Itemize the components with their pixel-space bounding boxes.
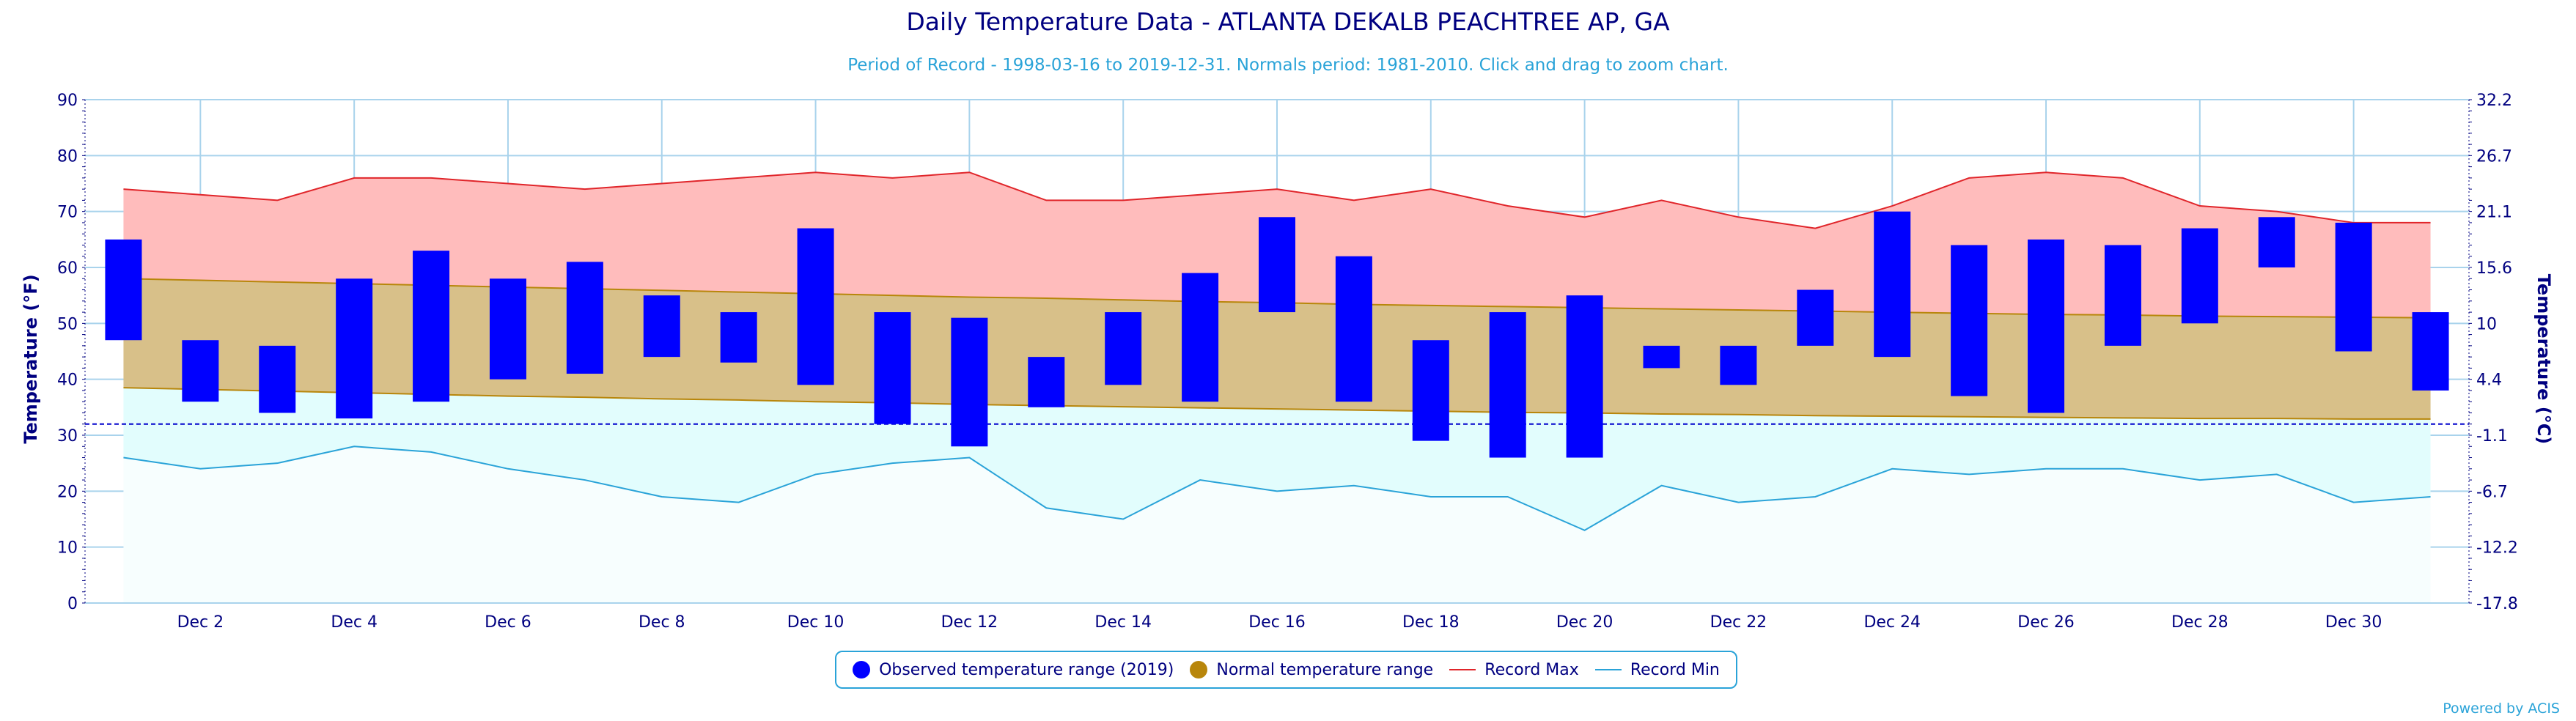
below-record-min-area [123,446,2431,603]
observed-bar[interactable] [489,278,526,380]
legend-label-observed: Observed temperature range (2019) [879,660,1174,679]
observed-bar[interactable] [720,312,757,363]
observed-bar[interactable] [105,239,142,341]
observed-bar[interactable] [259,345,296,413]
observed-bar[interactable] [2258,217,2295,267]
x-tick-label: Dec 28 [2171,613,2229,632]
y-tick-label-right: 32.2 [2476,92,2512,110]
x-tick-label: Dec 16 [1248,613,1306,632]
x-tick-label: Dec 12 [941,613,998,632]
observed-bar[interactable] [2028,239,2065,413]
x-tick-label: Dec 6 [485,613,531,632]
observed-bar[interactable] [2104,245,2141,346]
x-tick-label: Dec 18 [1402,613,1460,632]
observed-bar[interactable] [1720,345,1757,385]
observed-bar[interactable] [1566,295,1603,458]
x-tick-label: Dec 4 [331,613,378,632]
y-tick-label-left: 10 [57,539,78,558]
observed-bar[interactable] [2181,228,2218,324]
x-tick-label: Dec 14 [1094,613,1152,632]
fill-layer [85,171,2469,603]
y-tick-label-right: 4.4 [2476,371,2502,390]
legend-item-record-min[interactable]: Record Min [1594,660,1720,679]
normal-low-line [123,387,2431,420]
record-min-line [123,445,2431,531]
observed-bar[interactable] [1182,273,1219,402]
legend-label-normal: Normal temperature range [1216,660,1434,679]
observed-bar[interactable] [1259,217,1295,313]
chart-title: Daily Temperature Data - ATLANTA DEKALB … [906,7,1670,36]
observed-bar[interactable] [1951,245,1988,396]
y-tick-label-right: -6.7 [2476,483,2508,501]
y-tick-label-right: -1.1 [2476,427,2508,445]
y-tick-label-left: 30 [57,427,78,445]
observed-bar[interactable] [797,228,834,385]
x-tick-label: Dec 24 [1863,613,1921,632]
normal-swatch-icon [1190,661,1208,679]
chart-subtitle: Period of Record - 1998-03-16 to 2019-12… [847,56,1729,75]
legend-item-observed[interactable]: Observed temperature range (2019) [853,661,1174,679]
y-tick-label-left: 70 [57,204,78,222]
legend-item-record-max[interactable]: Record Max [1449,661,1579,679]
y-tick-label-left: 50 [57,315,78,333]
x-tick-label: Dec 8 [639,613,685,632]
x-tick-label: Dec 30 [2325,613,2382,632]
x-tick-label: Dec 26 [2017,613,2075,632]
observed-bar[interactable] [566,262,603,374]
observed-bars [105,211,2449,458]
observed-bar[interactable] [1105,312,1142,385]
observed-swatch-icon [853,661,871,679]
observed-bar[interactable] [336,278,373,419]
observed-bar[interactable] [1412,340,1449,441]
record-max-swatch-icon [1449,669,1476,670]
y-tick-label-right: -17.8 [2476,595,2518,613]
observed-bar[interactable] [1489,312,1526,458]
normal-range-area [123,278,2431,419]
observed-bar[interactable] [951,317,988,447]
observed-bar[interactable] [1335,256,1372,402]
record-max-line [123,171,2431,229]
x-tick-label: Dec 22 [1710,613,1767,632]
observed-bar[interactable] [874,312,911,424]
powered-by-link[interactable]: Powered by ACIS [2443,700,2560,717]
x-tick-label: Dec 20 [1556,613,1613,632]
observed-bar[interactable] [2335,222,2372,352]
record-min-swatch-icon [1594,669,1622,670]
y-tick-label-right: 15.6 [2476,259,2512,278]
y-axis-title-left: Temperature (°F) [21,274,41,443]
observed-bar[interactable] [643,295,680,358]
observed-bar[interactable] [182,340,219,402]
chart-legend: Observed temperature range (2019) Normal… [835,651,1737,689]
y-tick-label-right: 10 [2476,315,2497,333]
y-tick-label-left: 0 [67,595,78,613]
observed-bar[interactable] [1643,345,1680,369]
legend-label-record-max: Record Max [1484,660,1579,679]
observed-bar[interactable] [1797,289,1834,346]
observed-bar[interactable] [1028,357,1065,407]
observed-bar[interactable] [2412,312,2449,391]
observed-bar[interactable] [1874,211,1911,358]
y-tick-label-left: 40 [57,371,78,390]
legend-item-normal[interactable]: Normal temperature range [1190,661,1433,679]
x-tick-label: Dec 10 [787,613,844,632]
y-tick-label-left: 60 [57,259,78,278]
axis-layer: 0 -17.8 10 -12.2 20 -6.7 30 -1.1 40 4.4 50 10 60 15.6… [57,92,2518,632]
y-tick-label-left: 20 [57,483,78,501]
y-tick-label-right: 21.1 [2476,204,2512,222]
x-tick-label: Dec 2 [177,613,224,632]
y-tick-label-right: 26.7 [2476,147,2512,166]
legend-label-record-min: Record Min [1630,660,1720,679]
y-tick-label-right: -12.2 [2476,539,2518,558]
observed-bar[interactable] [413,251,450,402]
y-tick-label-left: 90 [57,92,78,110]
y-tick-label-left: 80 [57,147,78,166]
y-axis-title-right: Temperature (°C) [2533,274,2554,445]
